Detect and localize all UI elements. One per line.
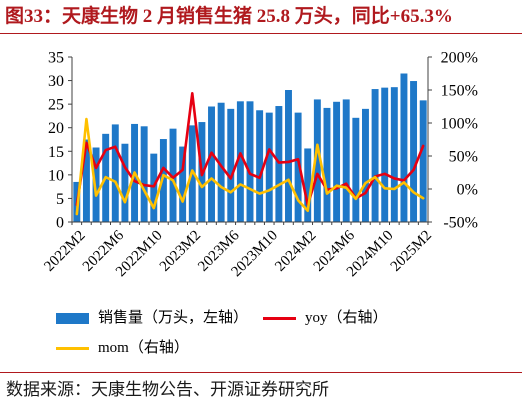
sales-bar bbox=[400, 73, 408, 222]
sales-bar bbox=[313, 99, 321, 222]
legend-label-sales: 销售量（万头，左轴） bbox=[98, 310, 249, 326]
x-tick-label: 2022M2 bbox=[41, 228, 88, 275]
y-right-tick-label: 50% bbox=[449, 149, 478, 166]
legend-swatch-sales bbox=[56, 312, 89, 324]
y-left-tick-label: 20 bbox=[48, 120, 64, 137]
sales-bar bbox=[275, 106, 283, 222]
sales-bar bbox=[342, 99, 350, 222]
sales-bar bbox=[140, 126, 148, 222]
y-left-tick-label: 35 bbox=[48, 50, 64, 67]
y-left-tick-label: 0 bbox=[56, 215, 64, 232]
sales-bar bbox=[169, 128, 177, 222]
sales-bars bbox=[73, 73, 427, 222]
y-left-tick-label: 15 bbox=[48, 144, 64, 161]
mom-line bbox=[75, 117, 425, 216]
y-left-tick-label: 30 bbox=[48, 73, 64, 90]
sales-bar bbox=[371, 89, 379, 222]
x-tick-label: 2023M2 bbox=[157, 228, 204, 275]
sales-bar bbox=[111, 124, 119, 222]
legend-label-yoy: yoy（右轴） bbox=[305, 310, 388, 326]
source-rule bbox=[0, 372, 522, 373]
y-left-tick-label: 5 bbox=[56, 191, 64, 208]
sales-bar bbox=[390, 87, 398, 222]
legend-item-yoy: yoy（右轴） bbox=[263, 308, 388, 328]
legend-item-sales: 销售量（万头，左轴） bbox=[56, 308, 248, 328]
source-note: 数据来源：天康生物公告、开源证券研究所 bbox=[6, 380, 329, 399]
x-tick-label: 2024M2 bbox=[272, 228, 319, 275]
y-right-tick-label: 100% bbox=[441, 116, 478, 133]
sales-bar bbox=[121, 143, 129, 222]
sales-bar bbox=[304, 148, 312, 222]
sales-bar bbox=[352, 117, 360, 222]
legend-swatch-mom bbox=[56, 346, 89, 350]
y-left-tick-label: 10 bbox=[48, 167, 64, 184]
yoy-line bbox=[75, 92, 425, 207]
sales-bar bbox=[362, 108, 369, 222]
combo-chart: 0 5 10 15 20 25 30 35 -50% 0% 50% 100% 150% 200% 2022M… bbox=[41, 50, 478, 281]
sales-bar bbox=[419, 100, 427, 222]
legend-swatch-yoy bbox=[263, 316, 296, 320]
sales-bar bbox=[227, 108, 235, 222]
sales-bar bbox=[265, 112, 273, 222]
sales-bar bbox=[82, 139, 90, 222]
sales-bar bbox=[246, 101, 254, 222]
sales-bar bbox=[285, 90, 292, 222]
legend-item-mom: mom（右轴） bbox=[56, 338, 189, 358]
sales-bar bbox=[323, 107, 331, 222]
y-right-tick-label: -50% bbox=[443, 215, 478, 232]
sales-bar bbox=[217, 102, 225, 222]
sales-bar bbox=[333, 101, 341, 222]
sales-bar bbox=[294, 112, 302, 222]
sales-bar bbox=[256, 110, 264, 222]
legend-label-mom: mom（右轴） bbox=[98, 340, 189, 356]
y-right-tick-label: 0% bbox=[457, 182, 478, 199]
title-rule bbox=[0, 33, 522, 34]
sales-bar bbox=[150, 153, 158, 222]
sales-bar bbox=[381, 87, 389, 222]
y-right-tick-label: 200% bbox=[441, 50, 478, 67]
y-left-tick-label: 25 bbox=[48, 97, 64, 114]
y-right-tick-label: 150% bbox=[441, 83, 478, 100]
sales-bar bbox=[208, 106, 215, 222]
sales-bar bbox=[92, 147, 100, 222]
x-tick-label: 2025M2 bbox=[388, 228, 435, 275]
chart-title: 图33：天康生物 2 月销售生猪 25.8 万头，同比+65.3% bbox=[5, 6, 453, 27]
sales-bar bbox=[236, 101, 244, 222]
sales-bar bbox=[159, 139, 167, 222]
sales-bar bbox=[410, 81, 418, 222]
sales-bar bbox=[179, 146, 187, 222]
